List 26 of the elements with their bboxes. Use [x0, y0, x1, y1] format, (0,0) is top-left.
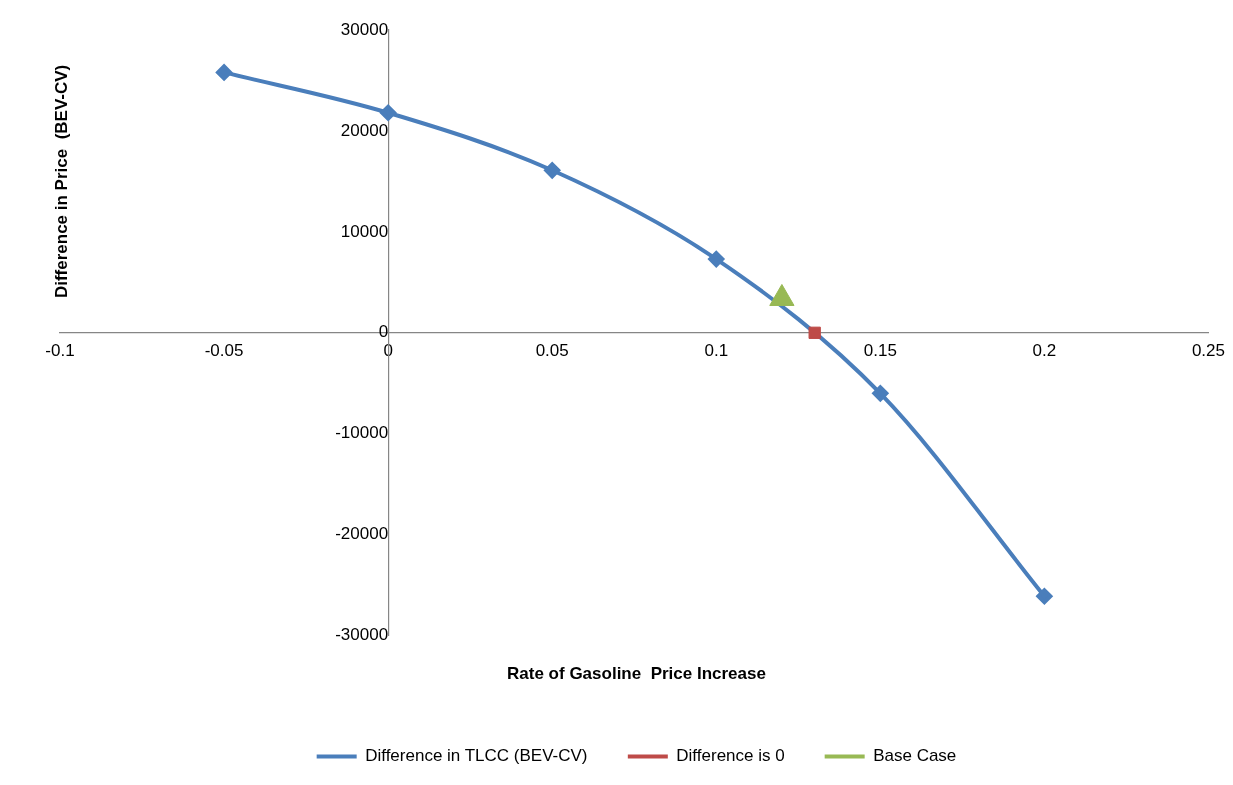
x-tick-label: 0.05 — [535, 340, 569, 360]
x-tick-label: 0.1 — [704, 340, 729, 360]
point — [380, 104, 397, 121]
point — [1036, 588, 1053, 605]
x-tick-label: 0.25 — [1191, 340, 1225, 360]
y-tick-label: 0 — [378, 322, 389, 342]
x-axis-title: Rate of Gasoline Price Increase — [507, 663, 766, 683]
y-tick-label: 30000 — [340, 19, 389, 39]
legend-label: Difference is 0 — [676, 746, 785, 766]
x-tick-label: -0.05 — [204, 340, 244, 360]
x-tick-label: 0.15 — [863, 340, 897, 360]
point — [872, 385, 889, 402]
y-tick-label: -30000 — [335, 625, 389, 645]
y-tick-label: 20000 — [340, 120, 389, 140]
y-tick-label: -20000 — [335, 524, 389, 544]
point — [544, 162, 561, 179]
y-axis-title: Difference in Price (BEV-CV) — [51, 64, 71, 299]
point — [708, 251, 725, 268]
x-tick-label: -0.1 — [45, 340, 75, 360]
y-tick-label: -10000 — [335, 423, 389, 443]
point — [216, 64, 233, 81]
x-tick-label: 0.2 — [1032, 340, 1057, 360]
y-tick-label: 10000 — [340, 221, 389, 241]
legend-label: Base Case — [873, 746, 957, 766]
point — [808, 326, 821, 339]
legend-label: Difference in TLCC (BEV-CV) — [365, 746, 588, 766]
